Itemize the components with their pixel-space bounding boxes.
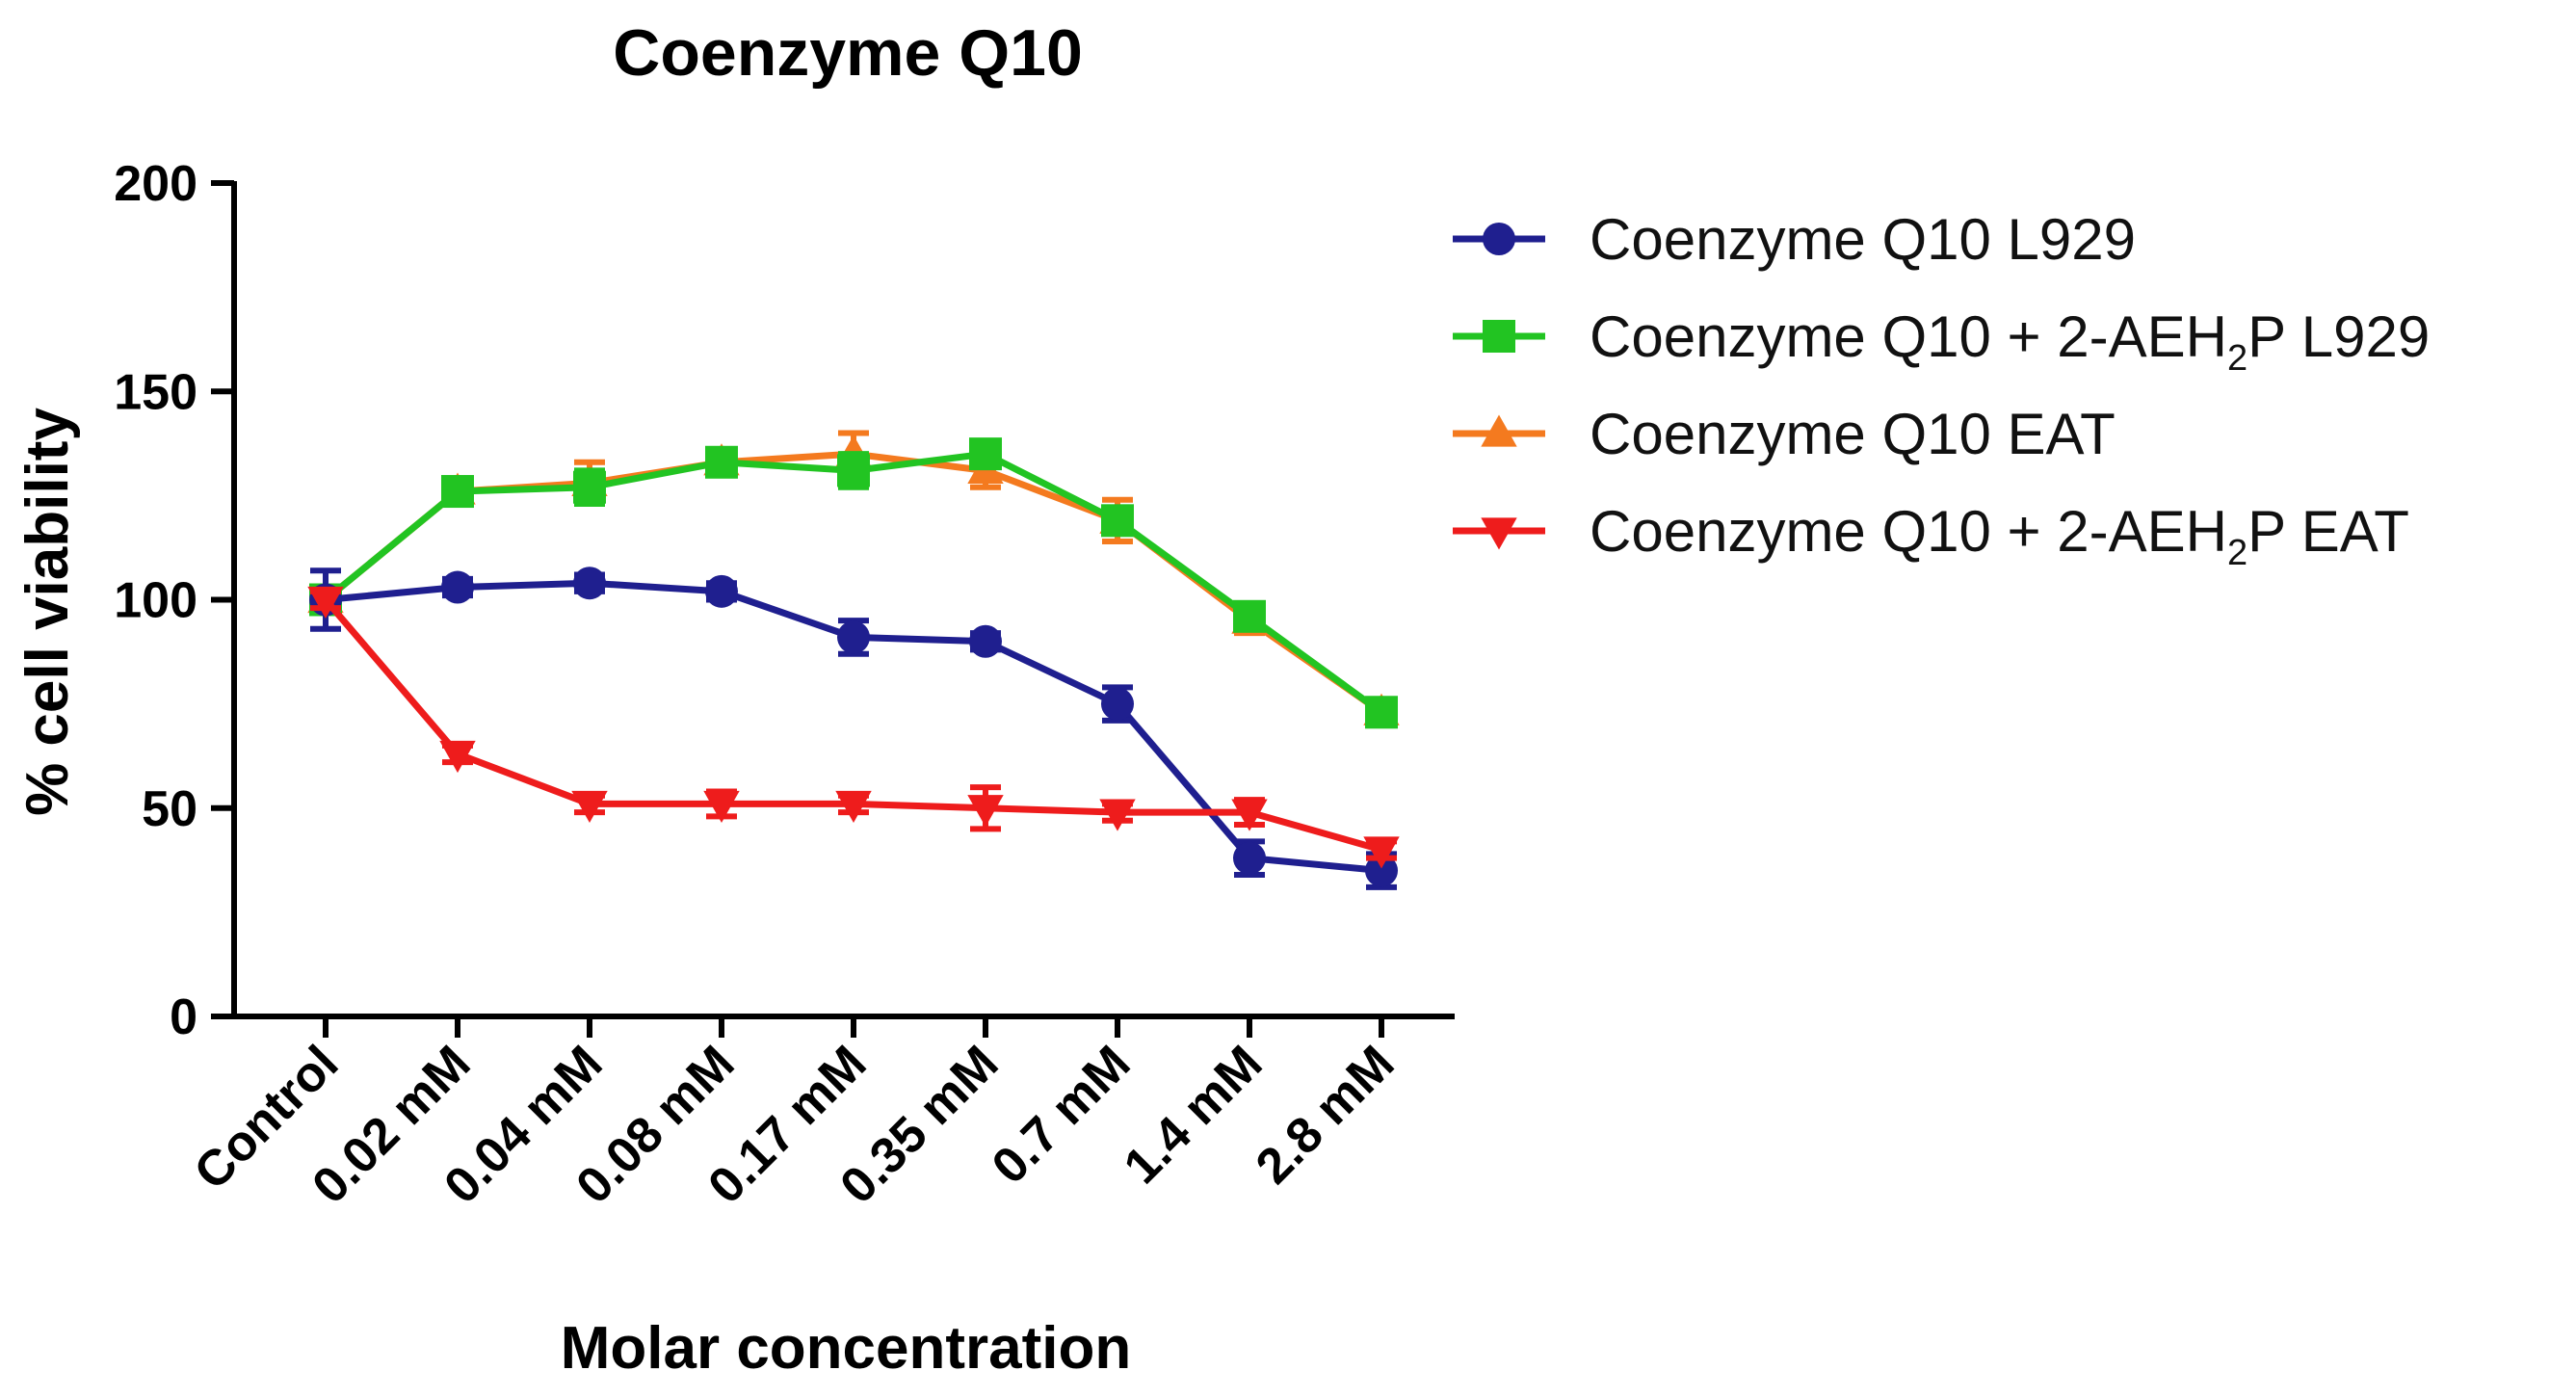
data-point — [969, 437, 1002, 471]
data-point — [969, 624, 1002, 658]
x-tick-label: 0.7 mM — [982, 1035, 1142, 1195]
data-point — [1101, 687, 1134, 721]
legend-label: Coenzyme Q10 + 2-AEH2P L929 — [1590, 304, 2430, 379]
legend-label-subscript: 2 — [2227, 533, 2247, 573]
data-point — [1233, 841, 1266, 875]
data-point — [441, 570, 474, 604]
data-point — [1099, 799, 1136, 831]
legend-label-main: Coenzyme Q10 EAT — [1590, 402, 2116, 466]
data-point — [441, 475, 474, 509]
legend-label-main: Coenzyme Q10 + 2-AEH — [1590, 499, 2227, 564]
legend-marker — [1483, 320, 1515, 353]
data-point — [703, 790, 740, 823]
chart-title: Coenzyme Q10 — [613, 16, 1083, 90]
legend-label-subscript: 2 — [2227, 338, 2247, 379]
y-tick-label: 200 — [114, 156, 197, 212]
data-point — [1365, 854, 1398, 887]
y-tick-label: 100 — [114, 573, 197, 629]
legend-marker — [1481, 414, 1517, 447]
legend-label-main: Coenzyme Q10 + 2-AEH — [1590, 304, 2227, 369]
data-point — [307, 586, 344, 619]
data-point — [967, 795, 1004, 828]
legend-marker — [1483, 223, 1515, 255]
data-point — [837, 620, 870, 654]
legend-item: Coenzyme Q10 + 2-AEH2P EAT — [1453, 499, 2409, 573]
x-tick-label: 1.4 mM — [1114, 1035, 1274, 1195]
legend-item: Coenzyme Q10 + 2-AEH2P L929 — [1453, 304, 2430, 379]
data-point — [573, 470, 606, 504]
legend-marker — [1481, 517, 1517, 550]
x-axis-label: Molar concentration — [561, 1315, 1132, 1382]
y-tick-label: 50 — [142, 781, 197, 837]
legend-label: Coenzyme Q10 EAT — [1590, 402, 2116, 466]
data-point — [573, 567, 606, 600]
plot-area — [307, 430, 1400, 890]
legend-label: Coenzyme Q10 L929 — [1590, 207, 2136, 272]
data-point — [837, 454, 870, 488]
data-point — [571, 790, 608, 823]
legend-label-main: Coenzyme Q10 L929 — [1590, 207, 2136, 272]
legend-item: Coenzyme Q10 EAT — [1453, 402, 2116, 466]
data-point — [835, 790, 872, 823]
legend-label: Coenzyme Q10 + 2-AEH2P EAT — [1590, 499, 2409, 573]
data-point — [1101, 504, 1134, 538]
data-point — [1365, 696, 1398, 729]
data-point — [1231, 799, 1268, 831]
y-tick-label: 150 — [114, 364, 197, 420]
legend-item: Coenzyme Q10 L929 — [1453, 207, 2136, 272]
legend-label-tail: P EAT — [2247, 499, 2409, 564]
series-3 — [307, 586, 1400, 869]
data-point — [439, 740, 476, 774]
data-point — [1233, 599, 1266, 633]
x-tick-label: 2.8 mM — [1246, 1035, 1406, 1195]
legend-label-tail: P L929 — [2247, 304, 2430, 369]
data-point — [705, 574, 738, 608]
data-point — [705, 445, 738, 479]
data-point — [1363, 836, 1400, 869]
y-axis-label: % cell viability — [14, 408, 81, 816]
y-tick-label: 0 — [170, 989, 197, 1045]
